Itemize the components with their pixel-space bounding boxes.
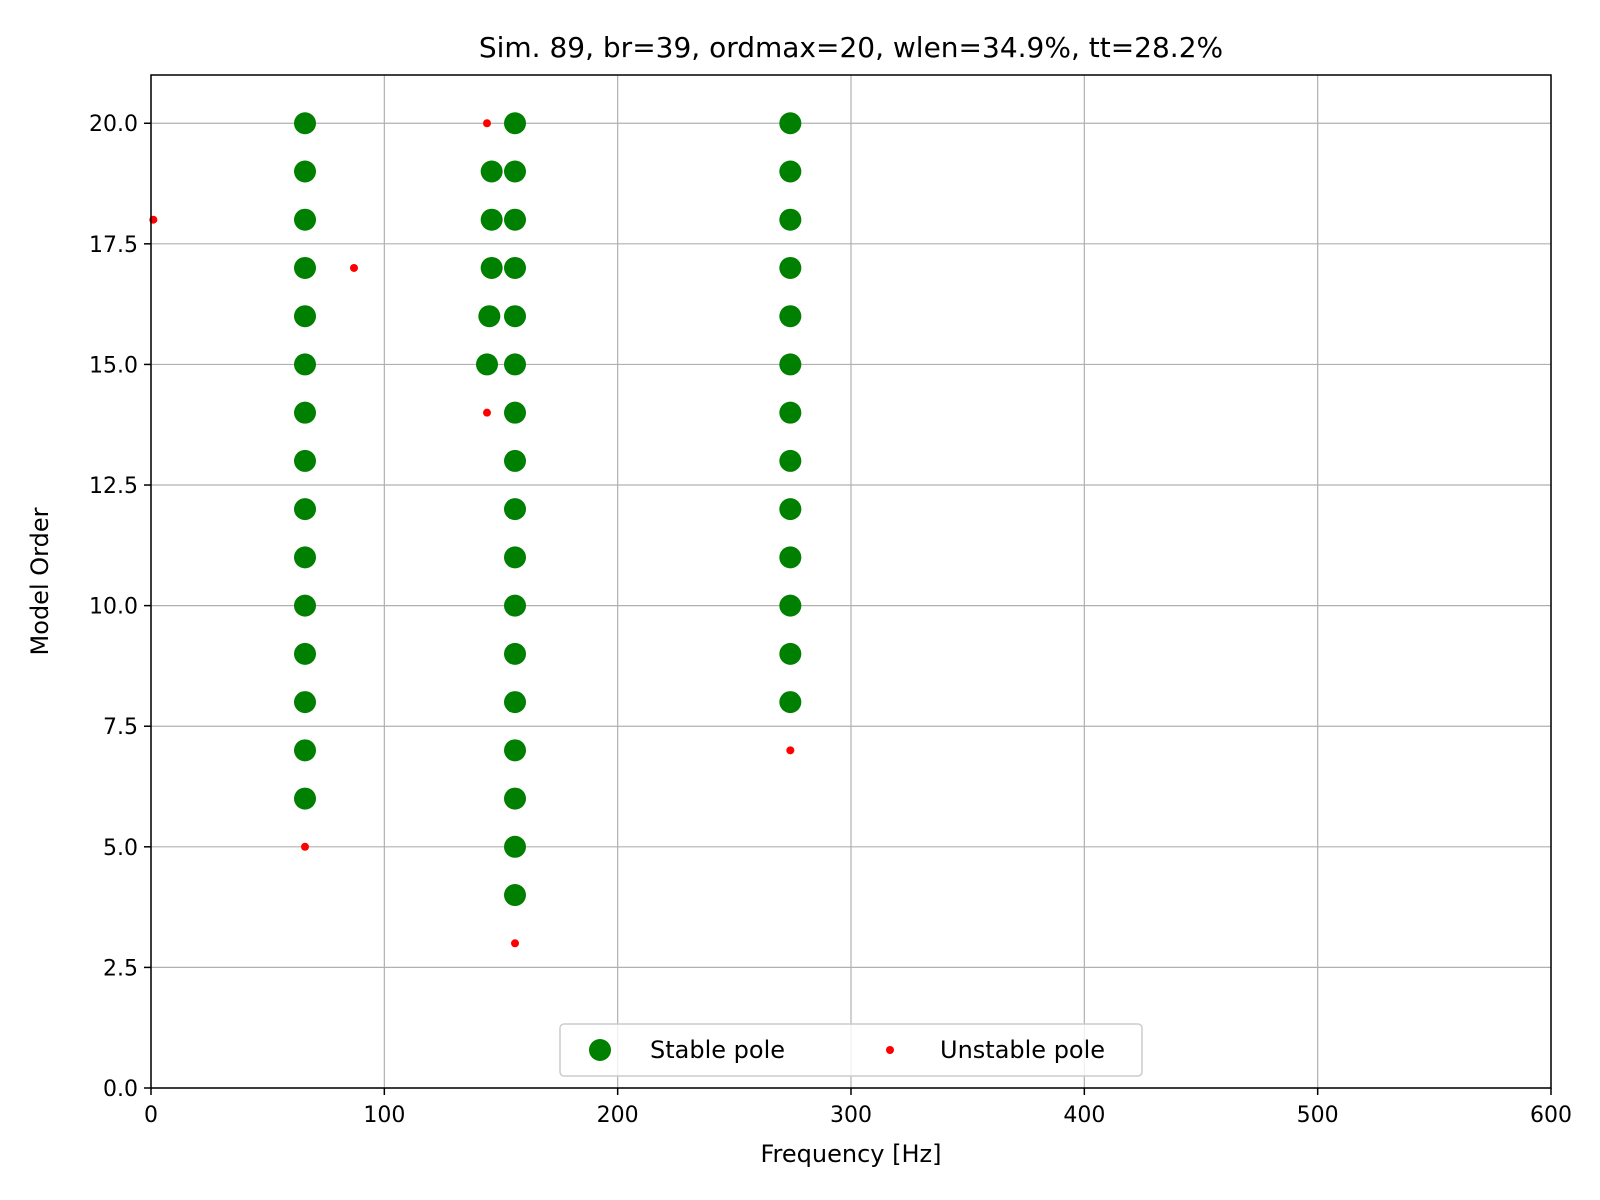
stable-pole-point (504, 787, 526, 810)
stable-pole-point (294, 498, 316, 521)
legend-box (559, 1023, 1143, 1077)
stable-pole-point (779, 305, 802, 328)
ticks: 0 100 200 300 400 500 600 0.0 2.5 5.0 7.5 10.0 12.5 1… (89, 112, 1572, 1128)
points (149, 112, 802, 948)
stable-pole-point (504, 449, 526, 472)
y-tick-label: 2.5 (103, 956, 138, 981)
stable-pole-point (779, 498, 802, 521)
stable-pole-point (294, 739, 316, 762)
stable-pole-point (480, 160, 503, 183)
stable-pole-point (504, 498, 526, 521)
y-tick-label: 10.0 (89, 595, 138, 620)
stable-pole-point (476, 353, 498, 376)
stable-pole-point (294, 353, 316, 376)
legend-unstable-label: Unstable pole (940, 1036, 1105, 1064)
stable-pole-point (504, 305, 526, 328)
y-tick-label: 0.0 (103, 1077, 138, 1102)
stable-pole-point (779, 160, 802, 183)
legend-unstable-marker (886, 1046, 894, 1054)
stable-pole-point (504, 112, 526, 135)
unstable-pole-point (301, 842, 309, 851)
stable-pole-point (480, 208, 503, 231)
unstable-pole-point (511, 939, 519, 948)
stable-pole-point (294, 787, 316, 810)
grid (150, 75, 1552, 1089)
x-tick-label: 100 (363, 1103, 405, 1128)
stable-pole-point (294, 546, 316, 569)
stable-pole-point (504, 739, 526, 762)
stable-pole-point (480, 256, 503, 279)
stable-pole-point (504, 160, 526, 183)
stable-pole-point (504, 401, 526, 424)
stable-pole-point (504, 546, 526, 569)
stable-pole-point (294, 160, 316, 183)
y-axis-label: Model Order (26, 507, 54, 655)
x-axis-label: Frequency [Hz] (761, 1140, 942, 1168)
y-tick-label: 7.5 (103, 715, 138, 740)
stable-pole-point (779, 449, 802, 472)
stable-pole-point (504, 256, 526, 279)
stable-pole-point (779, 546, 802, 569)
stable-pole-point (294, 594, 316, 617)
stable-pole-point (504, 835, 526, 858)
stable-pole-point (504, 208, 526, 231)
stable-pole-point (294, 112, 316, 135)
unstable-pole-point (786, 746, 795, 755)
x-tick-label: 600 (1530, 1103, 1572, 1128)
legend-stable-label: Stable pole (650, 1036, 785, 1064)
stable-pole-point (779, 353, 802, 376)
legend-stable-marker (589, 1039, 611, 1061)
stable-pole-point (779, 691, 802, 714)
y-tick-label: 20.0 (89, 112, 138, 137)
y-tick-label: 5.0 (103, 836, 138, 861)
chart-title: Sim. 89, br=39, ordmax=20, wlen=34.9%, t… (479, 31, 1223, 64)
unstable-pole-point (483, 119, 491, 128)
x-tick-label: 300 (830, 1103, 872, 1128)
stable-pole-point (478, 305, 501, 328)
x-tick-label: 0 (144, 1103, 158, 1128)
unstable-pole-point (483, 408, 491, 417)
y-tick-label: 17.5 (89, 233, 138, 258)
stable-pole-point (294, 208, 316, 231)
x-tick-label: 500 (1297, 1103, 1339, 1128)
stable-pole-point (294, 691, 316, 714)
stable-pole-point (504, 691, 526, 714)
stable-pole-point (779, 401, 802, 424)
stable-pole-point (294, 256, 316, 279)
y-tick-label: 12.5 (89, 474, 138, 499)
stable-pole-point (779, 112, 802, 135)
stable-pole-point (504, 353, 526, 376)
stable-pole-point (294, 449, 316, 472)
x-tick-label: 200 (597, 1103, 639, 1128)
stable-pole-point (294, 401, 316, 424)
stable-pole-point (779, 256, 802, 279)
stable-pole-point (504, 884, 526, 907)
stable-pole-point (504, 594, 526, 617)
legend: Stable pole Unstable pole (559, 1023, 1143, 1077)
stable-pole-point (779, 642, 802, 665)
stable-pole-point (779, 594, 802, 617)
y-tick-label: 15.0 (89, 353, 138, 378)
unstable-pole-point (350, 263, 358, 272)
stable-pole-point (294, 642, 316, 665)
stable-pole-point (294, 305, 316, 328)
stable-pole-point (779, 208, 802, 231)
x-tick-label: 400 (1063, 1103, 1105, 1128)
stable-pole-point (504, 642, 526, 665)
